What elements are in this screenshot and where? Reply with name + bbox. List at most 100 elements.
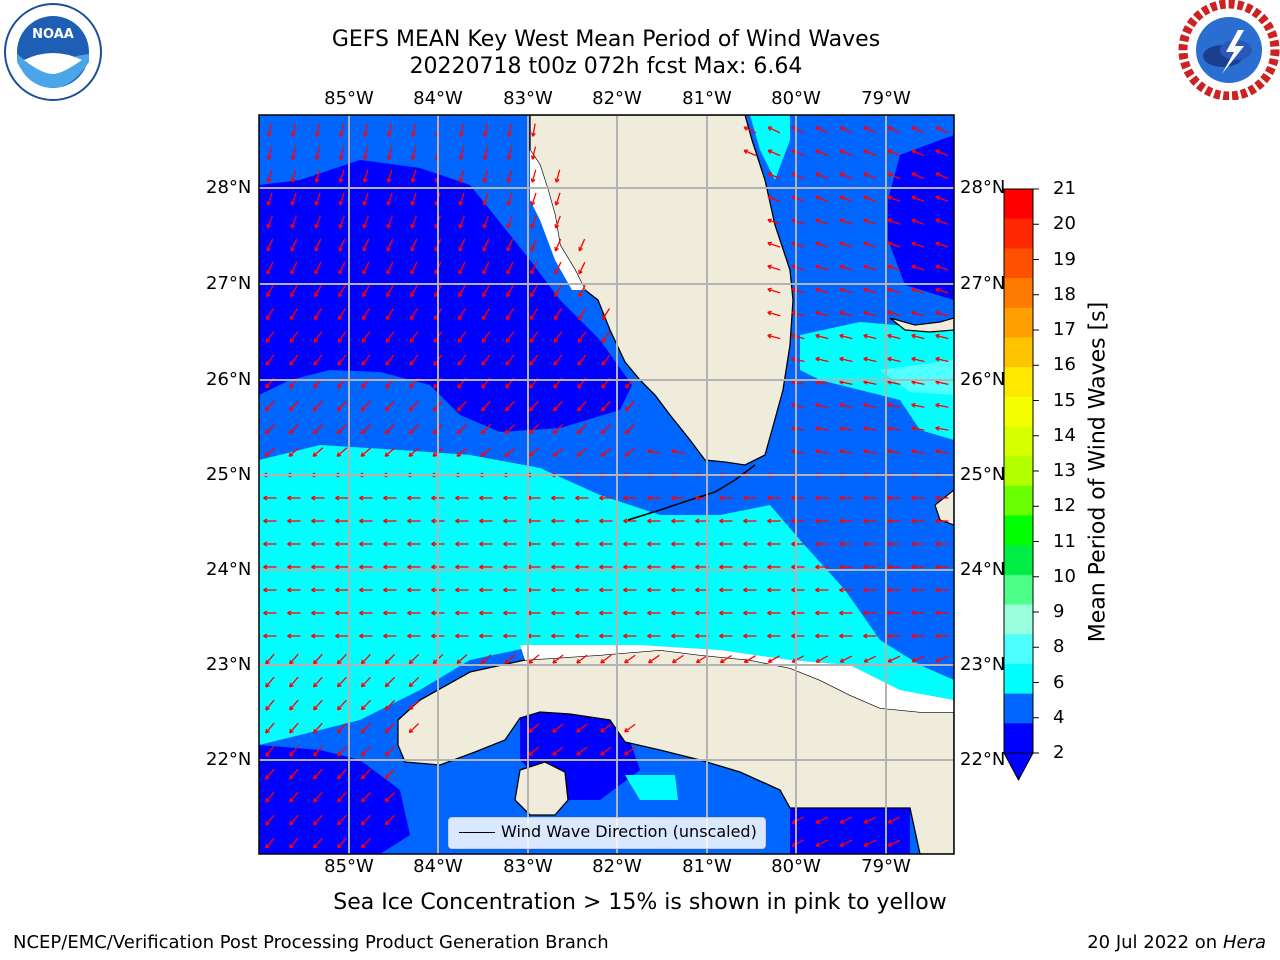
wind-wave-arrow-head	[935, 402, 940, 408]
lat-label-left: 26°N	[206, 369, 252, 390]
wind-wave-arrow-head	[935, 449, 940, 454]
wind-wave-arrow	[289, 331, 299, 343]
wind-wave-arrow-head	[647, 564, 652, 570]
wind-wave-arrow	[291, 192, 297, 206]
wind-wave-arrow-head	[815, 333, 820, 339]
wind-wave-arrow-head	[265, 751, 270, 757]
wind-wave-arrow-head	[911, 541, 916, 547]
wind-wave-arrow	[887, 816, 901, 824]
wind-wave-arrow	[457, 354, 467, 366]
lon-label-top: 80°W	[771, 88, 821, 109]
wind-wave-arrow	[863, 450, 877, 454]
wind-wave-arrow	[531, 192, 537, 206]
wind-wave-arrow-head	[695, 518, 700, 524]
wind-wave-arrow	[504, 447, 516, 457]
wind-wave-arrow-head	[887, 356, 892, 362]
wind-wave-arrow-head	[911, 356, 916, 362]
wind-wave-arrow	[268, 123, 272, 137]
wind-wave-arrow	[337, 837, 347, 849]
wind-wave-arrow-head	[432, 659, 438, 665]
wind-wave-arrow-head	[887, 449, 892, 454]
wind-wave-arrow	[576, 447, 588, 457]
wind-wave-arrow-head	[530, 155, 536, 160]
wind-wave-arrow-head	[911, 149, 917, 154]
wind-wave-arrow	[312, 447, 324, 457]
wind-wave-arrow	[313, 354, 323, 366]
wind-wave-arrow-head	[839, 425, 844, 431]
wind-wave-arrow	[744, 655, 756, 663]
wind-wave-arrow	[601, 354, 611, 366]
wind-wave-arrow	[265, 354, 275, 366]
wind-wave-arrow	[267, 169, 273, 183]
colorbar-tick-label: 2	[1053, 742, 1065, 763]
wind-wave-arrow-head	[266, 246, 271, 252]
wind-wave-arrow	[265, 837, 275, 849]
wind-wave-arrow	[935, 265, 949, 271]
wind-wave-arrow	[265, 676, 275, 688]
wind-wave-arrow-head	[313, 659, 318, 665]
wind-wave-arrow	[408, 424, 420, 434]
wind-wave-arrow	[458, 261, 466, 275]
wind-wave-arrow-head	[266, 292, 271, 298]
wind-wave-arrow-head	[458, 155, 464, 160]
wind-wave-arrow	[887, 311, 901, 317]
wind-wave-arrow-head	[360, 774, 366, 780]
colorbar-tick-label: 4	[1053, 706, 1065, 728]
wind-wave-arrow-head	[456, 429, 462, 435]
wind-wave-arrow	[409, 354, 419, 366]
wind-wave-arrow	[911, 311, 925, 317]
wind-wave-arrow-head	[839, 402, 844, 408]
wind-wave-arrow	[935, 126, 949, 134]
period-band-lt2-se	[790, 808, 910, 854]
wind-wave-arrow-head	[265, 820, 270, 826]
wind-wave-arrow	[314, 238, 322, 252]
wind-wave-arrow	[552, 723, 564, 733]
wind-wave-arrow-head	[263, 633, 268, 639]
wind-wave-arrow-head	[839, 541, 844, 547]
wind-wave-arrow	[411, 192, 417, 206]
wind-wave-arrow	[290, 238, 298, 252]
wind-wave-arrow-head	[815, 587, 820, 593]
wind-wave-arrow-head	[409, 315, 415, 321]
wind-wave-arrow-head	[456, 406, 462, 412]
wind-wave-arrow-head	[577, 383, 582, 389]
wind-wave-arrow-head	[336, 429, 342, 435]
wind-wave-arrow-head	[695, 495, 700, 501]
wind-wave-arrow-head	[601, 361, 606, 366]
wind-wave-arrow-head	[313, 383, 318, 389]
wind-wave-arrow-head	[311, 495, 316, 501]
wind-wave-arrow-head	[911, 287, 916, 293]
wind-wave-arrow-head	[289, 797, 294, 803]
wind-wave-arrow	[481, 308, 491, 320]
colorbar-tick-label: 13	[1053, 460, 1076, 481]
wind-wave-arrow-head	[360, 797, 366, 803]
wind-wave-arrow-head	[815, 402, 820, 408]
wind-wave-arrow-head	[288, 406, 294, 412]
wind-wave-arrow-head	[599, 564, 604, 570]
wind-wave-arrow	[313, 699, 323, 711]
colorbar-title: Mean Period of Wind Waves [s]	[1085, 301, 1111, 643]
wind-wave-arrow-head	[361, 383, 366, 389]
wind-wave-arrow-head	[265, 659, 270, 665]
wind-wave-arrow-head	[503, 495, 508, 501]
wind-wave-arrow-head	[289, 361, 294, 366]
wind-wave-arrow-head	[839, 495, 844, 501]
wind-wave-arrow	[647, 450, 661, 454]
wind-wave-arrow	[506, 238, 514, 252]
wind-wave-arrow-head	[863, 264, 868, 270]
wind-wave-arrow-head	[935, 287, 940, 293]
wind-wave-arrow-head	[887, 195, 893, 201]
wind-wave-arrow-head	[506, 292, 511, 298]
wind-wave-arrow-head	[431, 564, 436, 570]
lon-label-bottom: 85°W	[324, 856, 374, 877]
wind-wave-arrow	[529, 354, 539, 366]
wind-wave-arrow-head	[551, 610, 556, 616]
wind-wave-arrow-head	[386, 292, 391, 298]
wind-wave-arrow-head	[386, 178, 392, 183]
wind-wave-arrow-head	[360, 820, 366, 826]
wind-wave-arrow-head	[576, 728, 581, 733]
wind-wave-arrow	[839, 427, 853, 431]
wind-wave-arrow-head	[383, 495, 388, 501]
wind-wave-arrow-head	[383, 564, 388, 570]
wind-wave-arrow-head	[289, 820, 294, 826]
